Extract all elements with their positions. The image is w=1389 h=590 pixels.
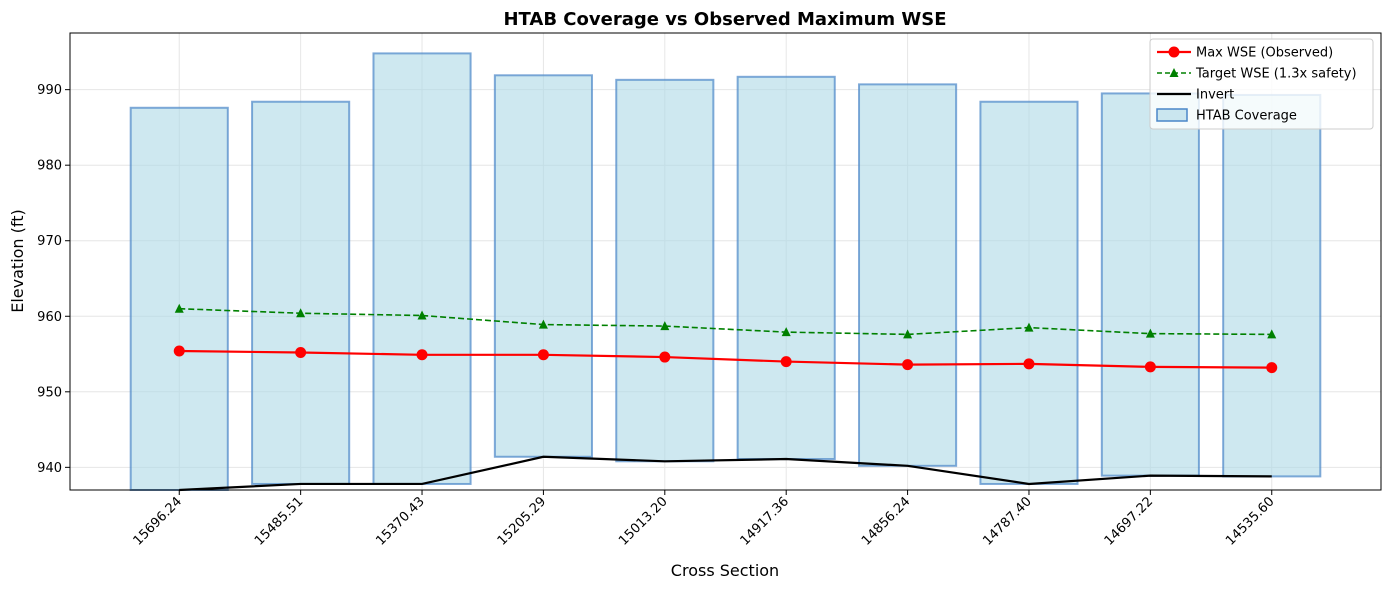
x-tick-label: 14856.24 [859,494,913,548]
legend-label: Invert [1196,88,1234,103]
series-point-0 [1144,361,1156,373]
x-tick-label: 14697.22 [1102,494,1156,548]
x-tick-label: 14917.36 [738,494,792,548]
legend-patch [1156,108,1188,122]
chart-title: HTAB Coverage vs Observed Maximum WSE [503,9,946,30]
y-axis-label: Elevation (ft) [8,209,27,313]
plot-frame [69,32,1382,491]
x-tick-label: 15205.29 [495,494,549,548]
series-point-0 [173,345,185,357]
series-point-1 [660,321,670,331]
legend-label: Max WSE (Observed) [1196,46,1333,61]
legend-box [1149,38,1374,130]
x-tick-label: 15485.51 [252,494,306,548]
series-point-0 [537,349,549,361]
legend-marker [1168,46,1180,58]
x-axis: 15696.24 15485.51 15370.43 15205.29 15013.20… [131,490,1278,549]
y-tick-label: 990 [37,83,62,98]
series-line-2 [179,455,1272,492]
x-tick-label: 14787.40 [980,494,1034,548]
legend-marker [1169,68,1179,77]
series-point-1 [781,327,791,337]
y-tick-label: 980 [37,159,62,174]
series-point-0 [295,347,307,359]
x-tick-label: 15013.20 [616,494,670,548]
x-tick-label: 15696.24 [131,494,185,548]
series-point-1 [1024,322,1034,332]
series-point-0 [659,351,671,363]
series-point-0 [902,359,914,371]
coverage-bar [1100,92,1200,477]
x-tick-label: 14535.60 [1223,494,1277,548]
coverage-bar [615,78,715,463]
series-line-1 [179,307,1272,336]
coverage-bar [493,74,593,458]
coverage-bar [736,75,836,461]
series-point-1 [1267,329,1277,339]
legend-label: HTAB Coverage [1196,109,1297,124]
series-point-1 [1145,328,1155,338]
coverage-bar [858,83,958,467]
coverage-bar [1222,93,1322,478]
coverage-bars [129,52,1322,491]
legend-label: Target WSE (1.3x safety) [1195,67,1357,82]
coverage-bar [129,106,229,491]
series-point-1 [174,303,184,313]
coverage-bar [251,100,351,485]
series-point-0 [1023,358,1035,370]
series-point-1 [538,319,548,329]
coverage-bar [372,52,472,485]
y-axis: 940 950 960 970 980 990 [37,83,70,476]
coverage-bar [979,100,1079,485]
y-tick-label: 940 [37,461,62,476]
series-point-1 [903,329,913,339]
series-point-0 [780,356,792,368]
x-tick-label: 15370.43 [373,494,427,548]
series-point-1 [417,310,427,320]
series-lines [173,303,1278,492]
series-point-0 [416,349,428,361]
series-line-0 [179,349,1272,369]
y-tick-label: 950 [37,385,62,400]
y-tick-label: 960 [37,310,62,325]
x-axis-label: Cross Section [671,561,779,580]
series-point-1 [296,308,306,318]
series-point-0 [1266,362,1278,374]
legend: Max WSE (Observed) Target WSE (1.3x safet… [1149,38,1374,130]
y-tick-label: 970 [37,234,62,249]
